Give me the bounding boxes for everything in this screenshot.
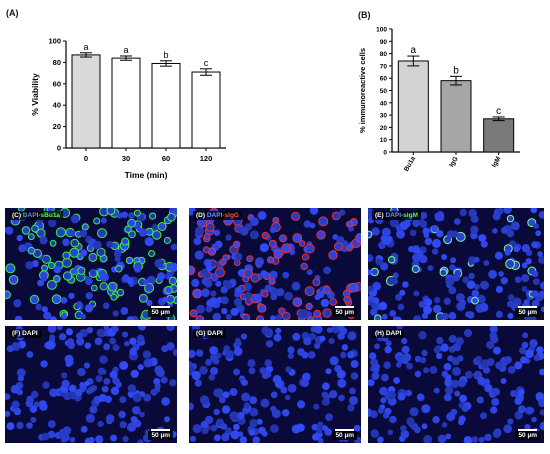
micrograph-label: (G) DAPI (193, 329, 226, 338)
panel-letter: (G) (196, 330, 208, 337)
micrograph-panel: (D) DAPI-sIgG 50 µm (189, 208, 361, 320)
x-tick-label: 0 (84, 154, 88, 163)
y-tick-label: 0 (57, 144, 61, 153)
stain-dapi: DAPI (206, 212, 223, 219)
stain-dapi: DAPI (385, 330, 402, 337)
x-tick-label: 30 (122, 154, 130, 163)
x-axis-label: Time (min) (125, 170, 168, 180)
bar (71, 54, 101, 149)
y-tick-label: 100 (48, 37, 61, 46)
panel-letter: (F) (12, 330, 23, 337)
significance-letter: a (83, 42, 88, 52)
panel-letter: (H) (375, 330, 386, 337)
scale-bar: 50 µm (515, 306, 540, 317)
y-tick-label: 40 (380, 100, 388, 107)
fluorescence-image (189, 326, 361, 443)
y-tick-label: 60 (380, 76, 388, 83)
micrograph-label: (D) DAPI-sIgG (193, 211, 242, 220)
panel-letter: (C) (12, 212, 23, 219)
bar (151, 62, 181, 149)
immunoreactive-bar-chart: 0 10 20 30 40 50 60 70 80 90 100 % immunoreactive c… (358, 27, 520, 173)
x-tick-label: 120 (200, 154, 213, 163)
y-tick-label: 80 (380, 51, 388, 58)
x-tick-label: IgM (491, 156, 503, 169)
panel-b-letter: (B) (358, 10, 371, 20)
bar (191, 71, 221, 149)
micrograph-label: (E) DAPI-sIgM (372, 211, 421, 220)
y-axis-label: % immunoreactive cells (358, 48, 367, 133)
significance-letter: c (496, 106, 501, 117)
stain-marker: -sBu1a (38, 212, 61, 219)
significance-letter: b (163, 50, 168, 60)
fluorescence-image (189, 208, 361, 320)
x-tick-label: Bu1a (403, 155, 417, 173)
y-axis-label: % Viability (30, 73, 40, 116)
x-tick-label: 60 (162, 154, 170, 163)
y-tick-label: 90 (380, 39, 388, 46)
significance-letter: c (204, 58, 209, 68)
micrograph-panel: (E) DAPI-sIgM 50 µm (368, 208, 544, 320)
scale-bar: 50 µm (332, 429, 357, 440)
bar (111, 57, 141, 149)
significance-letter: b (453, 65, 459, 76)
y-tick-label: 20 (53, 122, 61, 131)
scale-bar: 50 µm (148, 429, 173, 440)
y-tick-label: 20 (380, 125, 388, 132)
fluorescence-image (5, 326, 177, 443)
y-tick-label: 60 (53, 79, 61, 88)
fluorescence-image (368, 326, 544, 443)
micrograph-panel: (G) DAPI 50 µm (189, 326, 361, 443)
stain-dapi: DAPI (22, 330, 38, 337)
fluorescence-image (5, 208, 177, 320)
stain-marker: -sIgM (401, 212, 418, 219)
stain-dapi: DAPI (22, 212, 39, 219)
panel-letter: (D) (196, 212, 207, 219)
panel-a-letter: (A) (6, 8, 19, 18)
x-tick-label: IgG (448, 156, 459, 169)
stain-marker: -sIgG (222, 212, 239, 219)
micrograph-panel: (C) DAPI-sBu1a 50 µm (5, 208, 177, 320)
bar (397, 60, 429, 153)
panel-letter: (E) (375, 212, 386, 219)
y-tick-label: 100 (376, 27, 387, 34)
stain-dapi: DAPI (207, 330, 223, 337)
fluorescence-image (368, 208, 544, 320)
y-tick-label: 70 (380, 63, 388, 70)
scale-bar: 50 µm (148, 306, 173, 317)
y-tick-label: 50 (380, 88, 388, 95)
scale-bar: 50 µm (332, 306, 357, 317)
micrograph-panel: (H) DAPI 50 µm (368, 326, 544, 443)
y-tick-label: 80 (53, 58, 61, 67)
scale-bar: 50 µm (515, 429, 540, 440)
micrograph-label: (C) DAPI-sBu1a (9, 211, 64, 220)
significance-letter: a (411, 45, 417, 56)
micrograph-label: (H) DAPI (372, 329, 405, 338)
bar (440, 80, 472, 153)
y-tick-label: 10 (380, 137, 388, 144)
stain-dapi: DAPI (385, 212, 402, 219)
viability-bar-chart: 0 20 40 60 80 100 % Viability a 0 a 30 b 60 c 120 Time … (30, 37, 226, 180)
y-tick-label: 30 (380, 113, 388, 120)
y-tick-label: 40 (53, 101, 61, 110)
y-tick-label: 0 (383, 150, 387, 157)
bar (483, 118, 515, 153)
micrograph-label: (F) DAPI (9, 329, 41, 338)
significance-letter: a (123, 45, 128, 55)
micrograph-panel: (F) DAPI 50 µm (5, 326, 177, 443)
